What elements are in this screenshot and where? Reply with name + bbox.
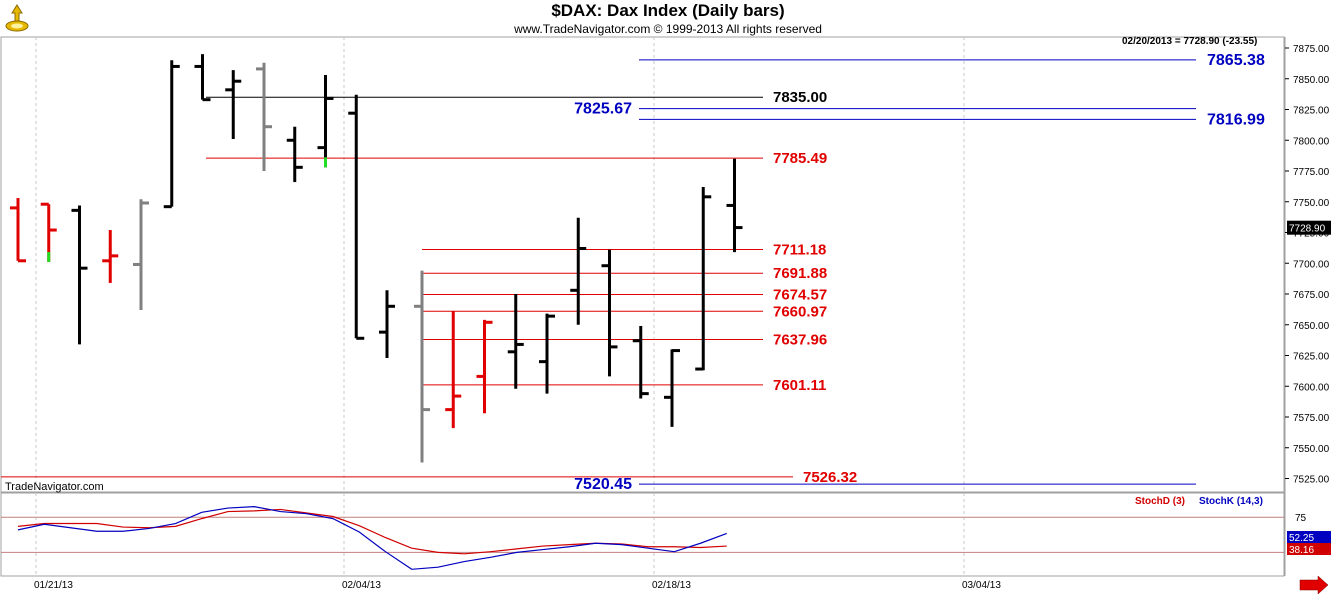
- chart-title: $DAX: Dax Index (Daily bars): [551, 1, 785, 20]
- x-tick-label: 03/04/13: [962, 580, 1001, 591]
- stoch-k-legend: StochK (14,3): [1199, 496, 1263, 507]
- price-readout: 02/20/2013 = 7728.90 (-23.55): [1122, 36, 1258, 47]
- y-tick-label: 7700.00: [1293, 259, 1330, 270]
- last-price-box: [1287, 220, 1331, 235]
- stoch-series-line: [17, 506, 727, 570]
- y-tick-label: 7675.00: [1293, 290, 1330, 301]
- level-label: 7601.11: [773, 377, 826, 394]
- y-tick-label: 7525.00: [1293, 475, 1330, 486]
- level-label: 7835.00: [773, 89, 827, 106]
- y-tick-label: 7875.00: [1293, 44, 1330, 55]
- trade-navigator-logo-icon[interactable]: [4, 3, 30, 33]
- y-tick-label: 7575.00: [1293, 413, 1330, 424]
- level-label: 7674.57: [773, 287, 827, 304]
- y-tick-label: 7600.00: [1293, 382, 1330, 393]
- x-tick-label: 02/18/13: [652, 580, 691, 591]
- y-tick-label: 7550.00: [1293, 444, 1330, 455]
- stoch-k-value-box: [1287, 531, 1331, 543]
- stoch-d-legend: StochD (3): [1135, 496, 1185, 507]
- stoch-d-value-box: [1287, 543, 1331, 555]
- stoch-panel-frame: [0, 492, 1285, 577]
- y-tick-label: 7750.00: [1293, 198, 1330, 209]
- brand-label: TradeNavigator.com: [5, 481, 104, 493]
- level-label: 7785.49: [773, 150, 827, 167]
- level-label: 7825.67: [574, 101, 632, 118]
- x-tick-label: 01/21/13: [34, 580, 73, 591]
- level-label: 7865.38: [1207, 52, 1265, 69]
- scroll-right-arrow-icon: [1299, 575, 1329, 595]
- level-label: 7660.97: [773, 303, 827, 320]
- level-label: 7637.96: [773, 332, 827, 349]
- stoch-d-value: 38.16: [1289, 545, 1314, 556]
- x-tick-label: 02/04/13: [342, 580, 381, 591]
- price-panel-frame: [0, 36, 1285, 493]
- stoch-k-value: 52.25: [1289, 533, 1314, 544]
- stoch-tick-label: 75: [1295, 513, 1307, 524]
- level-label: 7816.99: [1207, 111, 1265, 128]
- level-label: 7691.88: [773, 265, 827, 282]
- chart-subtitle: www.TradeNavigator.com © 1999-2013 All r…: [514, 22, 822, 36]
- y-tick-label: 7650.00: [1293, 321, 1330, 332]
- y-tick-label: 7625.00: [1293, 352, 1330, 363]
- level-label: 7526.32: [803, 469, 857, 486]
- level-label: 7520.45: [574, 476, 632, 493]
- y-tick-label: 7800.00: [1293, 136, 1330, 147]
- last-price-label: 7728.90: [1289, 224, 1326, 235]
- y-tick-label: 7850.00: [1293, 75, 1330, 86]
- y-tick-label: 7825.00: [1293, 106, 1330, 117]
- y-tick-label: 7775.00: [1293, 167, 1330, 178]
- level-label: 7711.18: [773, 241, 826, 258]
